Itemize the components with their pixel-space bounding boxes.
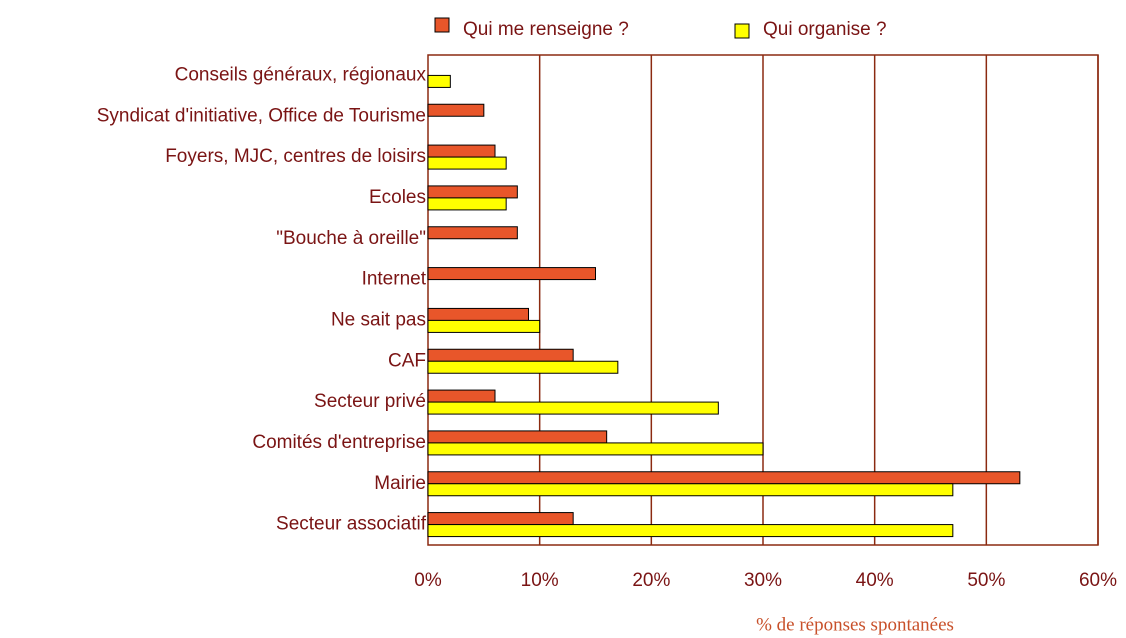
legend-swatch bbox=[734, 23, 750, 39]
bar bbox=[427, 401, 719, 415]
y-tick-label: Internet bbox=[362, 269, 427, 290]
y-tick-label: "Bouche à oreille" bbox=[276, 228, 426, 249]
y-tick-label: Secteur associatif bbox=[276, 514, 427, 535]
bar bbox=[427, 524, 954, 538]
bar bbox=[427, 267, 596, 281]
bar bbox=[427, 430, 608, 444]
bar bbox=[427, 389, 496, 403]
bar bbox=[427, 226, 518, 240]
plot-frame bbox=[427, 54, 1099, 546]
x-tick-label: 50% bbox=[967, 570, 1005, 591]
bar bbox=[427, 512, 574, 526]
x-axis-label: % de réponses spontanées bbox=[756, 614, 954, 635]
legend-label: Qui me renseigne ? bbox=[463, 19, 629, 40]
y-tick-label: Foyers, MJC, centres de loisirs bbox=[165, 146, 426, 167]
bar bbox=[427, 471, 1021, 485]
bar bbox=[427, 74, 451, 88]
y-tick-label: Secteur privé bbox=[314, 391, 426, 412]
y-tick-label: Mairie bbox=[374, 473, 426, 494]
bar bbox=[427, 103, 485, 117]
x-tick-label: 20% bbox=[632, 570, 670, 591]
legend-swatch bbox=[434, 17, 450, 33]
bar bbox=[427, 348, 574, 362]
x-tick-label: 0% bbox=[414, 570, 442, 591]
x-tick-label: 60% bbox=[1079, 570, 1117, 591]
bar bbox=[427, 319, 541, 333]
y-tick-label: CAF bbox=[388, 350, 426, 371]
bar bbox=[427, 156, 507, 170]
bar bbox=[427, 197, 507, 211]
y-tick-label: Syndicat d'initiative, Office de Tourism… bbox=[97, 105, 426, 126]
bar bbox=[427, 483, 954, 497]
bar bbox=[427, 144, 496, 158]
bar bbox=[427, 360, 619, 374]
bar bbox=[427, 442, 764, 456]
bar bbox=[427, 185, 518, 199]
x-tick-label: 30% bbox=[744, 570, 782, 591]
y-tick-label: Ecoles bbox=[369, 187, 426, 208]
x-tick-label: 40% bbox=[856, 570, 894, 591]
y-tick-label: Comités d'entreprise bbox=[252, 432, 426, 453]
y-tick-label: Ne sait pas bbox=[331, 309, 426, 330]
bar bbox=[427, 307, 529, 321]
x-tick-label: 10% bbox=[521, 570, 559, 591]
legend-label: Qui organise ? bbox=[763, 19, 887, 40]
y-tick-label: Conseils généraux, régionaux bbox=[175, 64, 427, 85]
